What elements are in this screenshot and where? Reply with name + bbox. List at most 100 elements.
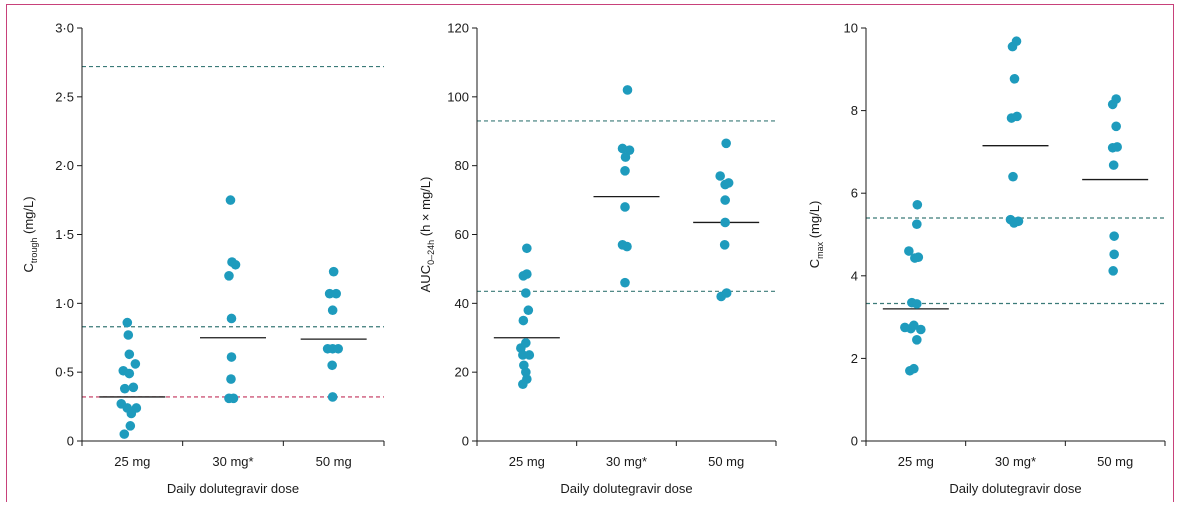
y-tick-label: 20 — [455, 365, 469, 380]
panel-3: 0 2 4 6 8 10 25 mg 30 mg* 50 mg Daily dolutegravi… — [807, 21, 1166, 496]
data-point — [715, 171, 725, 181]
x-category-label: 50 mg — [1097, 454, 1133, 469]
data-point — [521, 288, 531, 298]
data-point — [913, 252, 924, 263]
data-point — [524, 350, 535, 360]
y-tick-label: 3·0 — [55, 21, 74, 36]
data-point — [912, 199, 923, 210]
x-category-label: 30 mg* — [212, 454, 253, 469]
data-point — [1012, 111, 1022, 122]
data-point — [119, 429, 130, 439]
data-point — [721, 288, 732, 298]
data-point — [622, 85, 633, 95]
data-point — [720, 195, 730, 205]
y-tick-label: 1·0 — [55, 296, 74, 311]
x-axis-title: Daily dolutegravir dose — [167, 481, 299, 496]
data-point — [327, 392, 338, 402]
data-point — [719, 240, 730, 250]
data-point — [620, 166, 630, 176]
data-point — [523, 305, 534, 316]
y-tick-label: 2·0 — [55, 158, 74, 173]
y-tick-label: 0 — [67, 434, 74, 449]
y-tick-label: 2 — [851, 351, 858, 366]
data-point — [1112, 142, 1122, 152]
data-point — [333, 343, 343, 354]
data-point — [1111, 121, 1121, 132]
x-category-label: 30 mg* — [995, 454, 1036, 469]
data-point — [331, 288, 341, 299]
data-point — [327, 305, 338, 316]
data-point — [123, 330, 134, 340]
data-point — [1108, 160, 1119, 170]
y-tick-label: 120 — [447, 21, 469, 36]
panel-2: 0 20 40 60 80 100 120 25 mg 30 mg* 50 mg Daily dol… — [418, 21, 777, 496]
x-category-label: 50 mg — [316, 454, 352, 469]
data-point — [518, 315, 529, 326]
y-tick-label: 0 — [851, 434, 858, 449]
data-point — [620, 202, 630, 212]
data-point — [1109, 249, 1119, 260]
data-point — [128, 382, 139, 393]
y-tick-label: 2·5 — [55, 89, 74, 104]
x-category-label: 25 mg — [898, 454, 934, 469]
data-point — [620, 152, 631, 162]
x-axis-title: Daily dolutegravir dose — [949, 481, 1081, 496]
y-tick-label: 0·5 — [55, 365, 74, 380]
data-point — [1009, 73, 1020, 84]
data-point — [124, 349, 135, 360]
data-point — [522, 243, 532, 254]
data-point — [226, 374, 236, 384]
data-point — [230, 259, 241, 270]
data-point — [122, 317, 133, 328]
x-category-label: 25 mg — [509, 454, 545, 469]
figure-frame — [6, 4, 1174, 502]
y-tick-label: 60 — [455, 227, 469, 242]
data-point — [912, 335, 922, 345]
data-point — [1109, 231, 1119, 241]
y-axis-title: Cmax (mg/L) — [807, 201, 825, 269]
data-point — [130, 359, 141, 369]
data-point — [328, 266, 339, 277]
data-point — [622, 241, 632, 252]
data-point — [904, 246, 914, 256]
data-point — [912, 299, 922, 309]
data-point — [225, 195, 236, 205]
data-point — [126, 408, 137, 419]
data-point — [1007, 41, 1018, 52]
y-tick-label: 6 — [851, 186, 858, 201]
data-point — [909, 363, 919, 374]
data-point — [228, 393, 239, 404]
data-point — [518, 379, 528, 390]
y-tick-label: 100 — [447, 89, 469, 104]
data-point — [521, 338, 531, 348]
panel-1: 0 0·5 1·0 1·5 2·0 2·5 3·0 25 mg 30 mg* 50 mg Daily… — [21, 21, 385, 496]
data-point — [125, 421, 136, 431]
y-tick-label: 8 — [851, 103, 858, 118]
y-tick-label: 40 — [455, 296, 469, 311]
data-point — [1008, 171, 1018, 182]
data-point — [1013, 216, 1024, 227]
x-category-label: 50 mg — [708, 454, 744, 469]
y-axis-title: Ctrough (mg/L) — [21, 196, 39, 272]
data-point — [909, 320, 919, 331]
data-point — [721, 138, 731, 149]
y-tick-label: 0 — [462, 434, 469, 449]
data-point — [327, 360, 337, 371]
y-tick-label: 80 — [455, 158, 469, 173]
y-tick-label: 4 — [851, 268, 858, 283]
data-point — [912, 219, 922, 229]
data-point — [522, 269, 532, 279]
data-point — [916, 324, 926, 335]
data-point — [723, 178, 734, 188]
data-point — [226, 313, 237, 324]
data-point — [224, 271, 234, 281]
x-category-label: 25 mg — [114, 454, 150, 469]
data-point — [1107, 99, 1118, 110]
data-point — [620, 277, 630, 288]
y-axis-title: AUC0–24h (h × mg/L) — [418, 177, 436, 293]
data-point — [119, 383, 130, 394]
x-axis-title: Daily dolutegravir dose — [560, 481, 692, 496]
data-point — [124, 368, 135, 379]
